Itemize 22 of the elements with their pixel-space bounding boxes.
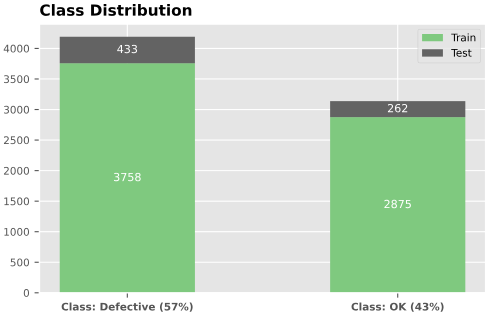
chart-title: Class Distribution <box>40 4 192 16</box>
y-tick-label: 3500 <box>4 75 30 84</box>
data-label: 2875 <box>384 200 411 208</box>
x-tick-label: Class: OK (43%) <box>352 302 444 312</box>
bar <box>60 36 195 64</box>
bar <box>60 63 195 293</box>
y-tick-label: 1000 <box>4 228 30 236</box>
data-label: 3758 <box>114 172 141 182</box>
y-tick-label: 500 <box>10 258 30 266</box>
bar <box>330 101 466 118</box>
legend-label: Test <box>451 48 472 57</box>
data-label: 433 <box>117 44 138 54</box>
y-tick-label: 2000 <box>4 166 30 175</box>
data-label: 262 <box>388 104 408 112</box>
y-tick-label: 2500 <box>4 136 30 144</box>
x-tick-label: Class: Defective (57%) <box>62 302 193 312</box>
y-tick-label: 3000 <box>4 106 30 114</box>
y-tick-label: 0 <box>24 289 30 297</box>
legend-label: Train <box>451 33 476 42</box>
bar <box>330 117 466 293</box>
y-tick-label: 4000 <box>4 44 30 53</box>
y-tick-label: 1500 <box>4 197 30 206</box>
